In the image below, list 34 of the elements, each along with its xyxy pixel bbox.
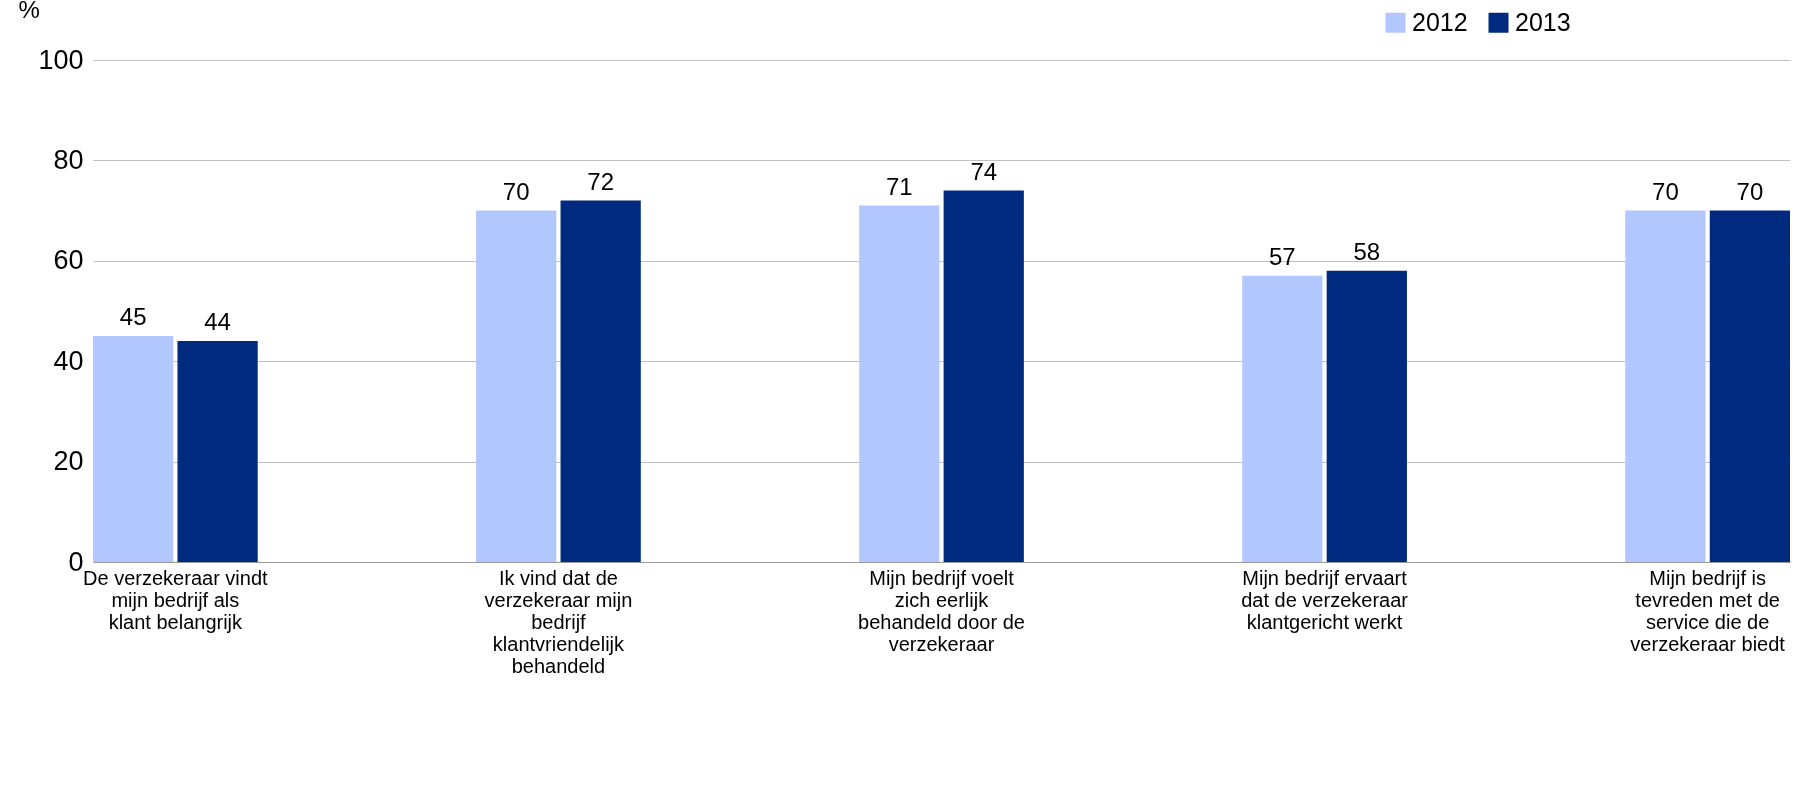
- bar: [1326, 270, 1407, 562]
- bar: [177, 341, 258, 562]
- x-tick-label: Mijn bedrijf ervaart dat de verzekeraar klantgericht werkt: [1241, 566, 1409, 633]
- bar: [943, 190, 1024, 562]
- bar: [93, 336, 174, 562]
- data-label: 44: [204, 308, 231, 336]
- y-tick-label: 40: [53, 345, 84, 376]
- bar: [859, 205, 940, 562]
- bar: [1709, 210, 1790, 562]
- legend-label: 2012: [1412, 7, 1468, 36]
- bar: [560, 200, 641, 562]
- x-tick-label: Mijn bedrijf is tevreden met de service die de verzekeraar biedt: [1630, 566, 1786, 655]
- data-label: 45: [119, 303, 147, 331]
- bar: [1625, 210, 1706, 562]
- y-tick-label: 60: [53, 245, 84, 276]
- y-tick-label: 100: [38, 44, 84, 75]
- y-tick-label: 80: [53, 144, 84, 175]
- bar: [1242, 275, 1323, 562]
- legend-label: 2013: [1515, 7, 1571, 36]
- data-label: 70: [502, 177, 530, 205]
- data-label: 74: [970, 157, 998, 185]
- x-tick-label: Ik vind dat de verzekeraar mijn bedrijf klantvriendelijk behandeld: [484, 566, 633, 677]
- data-label: 70: [1736, 177, 1764, 205]
- y-tick-label: 20: [53, 446, 84, 477]
- x-tick-label: Mijn bedrijf voelt zich eerlijk behandeld door de verzekeraar: [858, 566, 1025, 655]
- y-axis-title: %: [18, 0, 40, 23]
- y-tick-label: 0: [68, 546, 84, 577]
- x-tick-label: De verzekeraar vindt mijn bedrijf als klant belangrijk: [83, 566, 269, 633]
- data-label: 70: [1652, 177, 1679, 205]
- data-label: 57: [1268, 242, 1296, 270]
- bar: [476, 210, 557, 562]
- data-label: 72: [587, 167, 615, 195]
- data-label: 58: [1353, 237, 1381, 265]
- data-label: 71: [885, 172, 913, 200]
